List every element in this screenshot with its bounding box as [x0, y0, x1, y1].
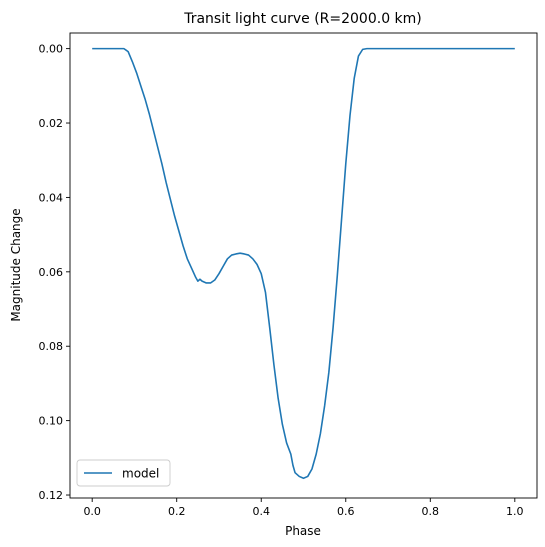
- x-tick-label: 0.8: [422, 505, 440, 518]
- x-tick-label: 0.4: [252, 505, 270, 518]
- legend-label-model: model: [122, 467, 159, 481]
- x-axis-ticks: 0.0 0.2 0.4 0.6 0.8 1.0: [83, 498, 524, 518]
- axes-border: [69, 32, 538, 499]
- y-tick-label: 0.12: [39, 489, 64, 502]
- legend: model: [76, 459, 171, 487]
- series-layer: [92, 47, 515, 480]
- y-tick-label: 0.00: [39, 43, 64, 56]
- x-tick-label: 1.0: [506, 505, 524, 518]
- y-axis-ticks: 0.00 0.02 0.04 0.06 0.08 0.10 0.12: [39, 43, 70, 502]
- y-tick-label: 0.06: [39, 266, 64, 279]
- chart-title: Transit light curve (R=2000.0 km): [183, 11, 422, 27]
- x-axis-label: Phase: [285, 524, 321, 538]
- x-tick-label: 0.0: [83, 505, 101, 518]
- legend-box: [76, 459, 171, 487]
- x-tick-label: 0.2: [168, 505, 186, 518]
- y-tick-label: 0.04: [39, 191, 64, 204]
- plot-area: [70, 33, 537, 498]
- y-tick-label: 0.10: [39, 415, 64, 428]
- series-line-model: [92, 47, 515, 480]
- x-tick-label: 0.6: [337, 505, 355, 518]
- y-tick-label: 0.08: [39, 340, 64, 353]
- y-tick-label: 0.02: [39, 117, 64, 130]
- y-axis-label: Magnitude Change: [9, 208, 23, 321]
